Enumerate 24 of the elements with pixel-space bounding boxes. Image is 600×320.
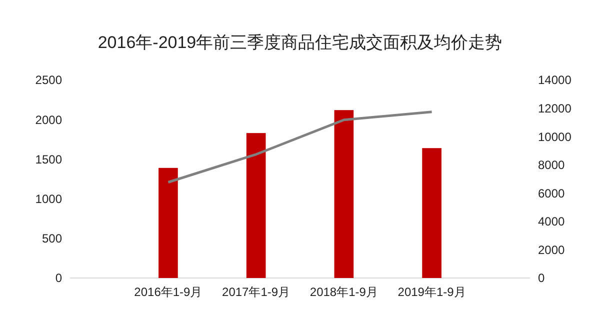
bar (334, 110, 354, 278)
y-tick-label: 0 (55, 271, 62, 286)
bar (246, 133, 266, 278)
x-tick-label: 2016年1-9月 (134, 285, 202, 299)
y2-tick-label: 14000 (538, 73, 572, 88)
y2-tick-label: 6000 (538, 186, 566, 200)
y2-tick-label: 12000 (538, 101, 572, 116)
y2-tick-label: 8000 (538, 158, 566, 172)
y2-tick-label: 2000 (538, 242, 566, 257)
y2-tick-label: 4000 (538, 214, 566, 229)
bar (422, 148, 442, 278)
y-tick-label: 2000 (35, 112, 62, 127)
y2-tick-label: 0 (538, 271, 545, 286)
y2-tick-label: 10000 (538, 130, 572, 144)
x-tick-label: 2018年1-9月 (310, 285, 378, 299)
y-tick-label: 2500 (35, 73, 62, 88)
y-tick-label: 1000 (35, 192, 62, 206)
y-tick-label: 1500 (35, 152, 62, 166)
chart-title: 2016年-2019年前三季度商品住宅成交面积及均价走势 (98, 33, 502, 52)
line-series (166, 110, 434, 184)
x-tick-label: 2019年1-9月 (398, 285, 466, 299)
y-tick-label: 500 (42, 232, 62, 246)
bar (158, 168, 178, 278)
x-tick-label: 2017年1-9月 (222, 285, 290, 299)
